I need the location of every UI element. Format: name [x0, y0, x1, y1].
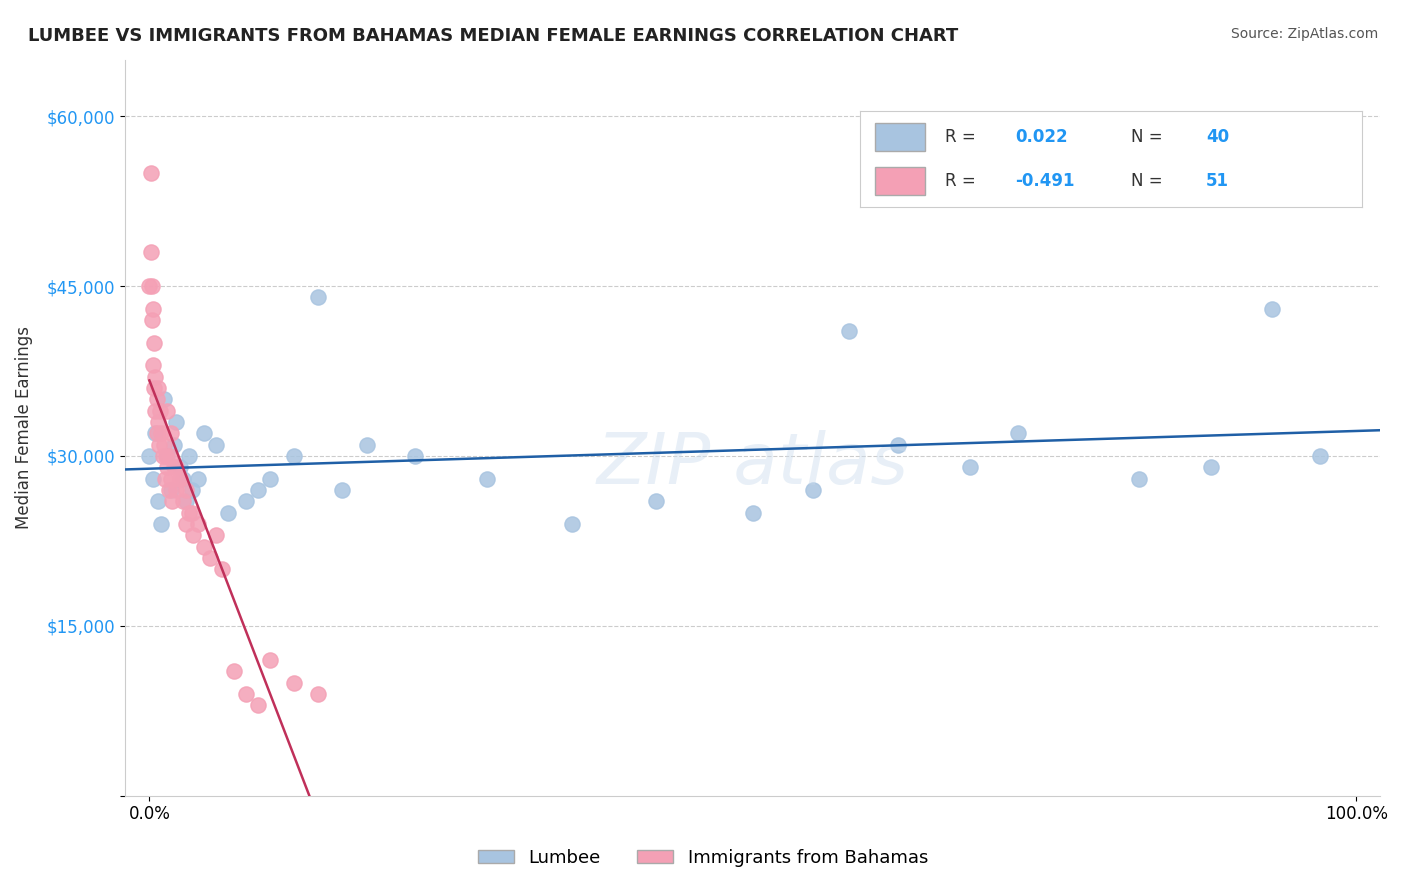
- Point: [145, 426, 167, 441]
- Point: [1007, 426, 1029, 441]
- Point: [259, 653, 281, 667]
- Point: [246, 483, 269, 497]
- Point: [187, 472, 209, 486]
- Point: [193, 426, 215, 441]
- Point: [217, 506, 239, 520]
- Point: [165, 460, 187, 475]
- Point: [179, 506, 201, 520]
- Point: [169, 460, 191, 475]
- Point: [180, 506, 202, 520]
- Point: [645, 494, 668, 508]
- Point: [959, 460, 981, 475]
- Point: [307, 290, 329, 304]
- Point: [259, 472, 281, 486]
- Point: [307, 687, 329, 701]
- Point: [145, 426, 167, 441]
- Point: [174, 483, 197, 497]
- Point: [838, 325, 860, 339]
- Point: [149, 403, 172, 417]
- Point: [179, 449, 201, 463]
- Point: [145, 369, 167, 384]
- Point: [246, 698, 269, 713]
- Point: [153, 438, 176, 452]
- Point: [155, 449, 177, 463]
- Point: [187, 516, 209, 531]
- Point: [156, 449, 179, 463]
- Point: [741, 506, 763, 520]
- Point: [150, 426, 173, 441]
- Point: [198, 550, 221, 565]
- Point: [141, 313, 163, 327]
- Point: [143, 381, 166, 395]
- Point: [1128, 472, 1150, 486]
- Point: [1201, 460, 1223, 475]
- Point: [174, 516, 197, 531]
- Point: [180, 483, 202, 497]
- Point: [356, 438, 378, 452]
- Point: [143, 335, 166, 350]
- Point: [162, 494, 184, 508]
- Y-axis label: Median Female Earnings: Median Female Earnings: [15, 326, 32, 529]
- Point: [148, 438, 170, 452]
- Point: [1261, 301, 1284, 316]
- Point: [162, 460, 184, 475]
- Point: [142, 359, 165, 373]
- Point: [145, 403, 167, 417]
- Point: [211, 562, 233, 576]
- Point: [152, 449, 174, 463]
- Point: [159, 449, 181, 463]
- Point: [141, 279, 163, 293]
- Text: ZIP atlas: ZIP atlas: [596, 430, 908, 499]
- Point: [283, 449, 305, 463]
- Point: [477, 472, 499, 486]
- Point: [222, 664, 245, 678]
- Point: [139, 245, 162, 260]
- Point: [886, 438, 908, 452]
- Point: [160, 472, 183, 486]
- Point: [172, 472, 194, 486]
- Point: [142, 301, 165, 316]
- Point: [156, 403, 179, 417]
- Point: [235, 494, 257, 508]
- Point: [172, 494, 194, 508]
- Point: [283, 675, 305, 690]
- Point: [404, 449, 426, 463]
- Point: [801, 483, 824, 497]
- Point: [162, 438, 184, 452]
- Point: [138, 279, 160, 293]
- Point: [157, 483, 180, 497]
- Point: [193, 540, 215, 554]
- Point: [156, 460, 179, 475]
- Point: [332, 483, 354, 497]
- Point: [139, 166, 162, 180]
- Point: [145, 392, 167, 407]
- Point: [181, 528, 204, 542]
- Point: [169, 472, 191, 486]
- Point: [160, 483, 183, 497]
- Point: [146, 381, 169, 395]
- Point: [160, 426, 183, 441]
- Point: [165, 415, 187, 429]
- Point: [153, 392, 176, 407]
- Point: [174, 494, 197, 508]
- Point: [138, 449, 160, 463]
- Point: [204, 438, 226, 452]
- Point: [153, 472, 176, 486]
- Text: Source: ZipAtlas.com: Source: ZipAtlas.com: [1230, 27, 1378, 41]
- Point: [1309, 449, 1331, 463]
- Point: [146, 494, 169, 508]
- Point: [150, 516, 173, 531]
- Text: LUMBEE VS IMMIGRANTS FROM BAHAMAS MEDIAN FEMALE EARNINGS CORRELATION CHART: LUMBEE VS IMMIGRANTS FROM BAHAMAS MEDIAN…: [28, 27, 959, 45]
- Point: [204, 528, 226, 542]
- Legend: Lumbee, Immigrants from Bahamas: Lumbee, Immigrants from Bahamas: [471, 842, 935, 874]
- Point: [165, 483, 187, 497]
- Point: [142, 472, 165, 486]
- Point: [561, 516, 583, 531]
- Point: [146, 415, 169, 429]
- Point: [235, 687, 257, 701]
- Point: [169, 472, 191, 486]
